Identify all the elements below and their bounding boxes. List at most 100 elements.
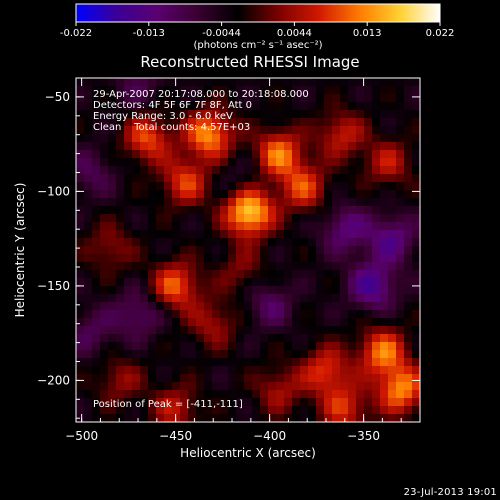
heatmap-cell (212, 294, 221, 303)
heatmap-cell (92, 374, 101, 383)
heatmap-cell (100, 94, 109, 103)
heatmap-cell (396, 190, 405, 199)
heatmap-cell (140, 158, 149, 167)
heatmap-cell (412, 174, 420, 183)
heatmap-cell (260, 126, 269, 135)
heatmap-cell (108, 286, 117, 295)
heatmap-cell (156, 374, 165, 383)
heatmap-cell (172, 326, 181, 335)
heatmap-cell (292, 350, 301, 359)
heatmap-cell (180, 126, 189, 135)
heatmap-cell (356, 246, 365, 255)
heatmap-cell (396, 238, 405, 247)
heatmap-cell (316, 222, 325, 231)
heatmap-cell (220, 374, 229, 383)
heatmap-cell (356, 374, 365, 383)
heatmap-cell (204, 158, 213, 167)
heatmap-cell (396, 390, 405, 399)
heatmap-cell (388, 278, 397, 287)
heatmap-cell (228, 302, 237, 311)
heatmap-cell (260, 86, 269, 95)
heatmap-cell (188, 318, 197, 327)
heatmap-cell (220, 406, 229, 415)
heatmap-cell (140, 414, 149, 422)
heatmap-cell (252, 414, 261, 422)
heatmap-cell (180, 262, 189, 271)
heatmap-cell (260, 166, 269, 175)
heatmap-cell (244, 366, 253, 375)
heatmap-cell (340, 326, 349, 335)
heatmap-cell (292, 126, 301, 135)
heatmap-cell (268, 118, 277, 127)
heatmap-cell (164, 254, 173, 263)
heatmap-cell (156, 366, 165, 375)
heatmap-cell (356, 310, 365, 319)
heatmap-cell (148, 326, 157, 335)
heatmap-cell (372, 278, 381, 287)
heatmap-cell (116, 102, 125, 111)
heatmap-cell (412, 382, 420, 391)
heatmap-cell (316, 166, 325, 175)
heatmap-cell (108, 206, 117, 215)
heatmap-cell (148, 198, 157, 207)
heatmap-cell (372, 158, 381, 167)
heatmap-cell (388, 390, 397, 399)
heatmap-cell (204, 254, 213, 263)
heatmap-cell (124, 86, 133, 95)
heatmap-cell (284, 182, 293, 191)
heatmap-cell (172, 262, 181, 271)
heatmap-cell (140, 206, 149, 215)
heatmap-cell (356, 110, 365, 119)
heatmap-cell (292, 262, 301, 271)
heatmap-cell (396, 166, 405, 175)
heatmap-cell (412, 390, 420, 399)
heatmap-cell (348, 86, 357, 95)
heatmap-cell (172, 158, 181, 167)
heatmap-cell (220, 398, 229, 407)
heatmap-cell (196, 262, 205, 271)
heatmap-cell (388, 262, 397, 271)
heatmap-cell (220, 142, 229, 151)
heatmap-cell (148, 182, 157, 191)
heatmap-cell (164, 190, 173, 199)
heatmap-cell (308, 302, 317, 311)
heatmap-cell (228, 342, 237, 351)
heatmap-cell (284, 190, 293, 199)
heatmap-cell (340, 110, 349, 119)
heatmap-cell (156, 254, 165, 263)
heatmap-cell (76, 286, 85, 295)
heatmap-cell (84, 158, 93, 167)
heatmap-cell (396, 102, 405, 111)
heatmap-cell (292, 302, 301, 311)
heatmap-cell (308, 350, 317, 359)
heatmap-cell (372, 270, 381, 279)
heatmap-cell (140, 406, 149, 415)
heatmap-cell (316, 118, 325, 127)
heatmap-cell (132, 102, 141, 111)
heatmap-cell (316, 190, 325, 199)
heatmap-cell (84, 126, 93, 135)
heatmap-cell (180, 398, 189, 407)
heatmap-cell (228, 366, 237, 375)
heatmap-cell (180, 382, 189, 391)
heatmap-cell (164, 326, 173, 335)
heatmap-cell (332, 334, 341, 343)
heatmap-cell (76, 222, 85, 231)
heatmap-cell (220, 126, 229, 135)
heatmap-cell (348, 302, 357, 311)
heatmap-cell (284, 390, 293, 399)
heatmap-cell (132, 334, 141, 343)
heatmap-cell (92, 350, 101, 359)
heatmap-cell (292, 366, 301, 375)
heatmap-cell (276, 390, 285, 399)
heatmap-cell (340, 254, 349, 263)
heatmap-cell (260, 374, 269, 383)
heatmap-cell (204, 310, 213, 319)
heatmap-cell (292, 158, 301, 167)
heatmap-cell (84, 174, 93, 183)
heatmap-cell (324, 158, 333, 167)
heatmap-cell (76, 102, 85, 111)
heatmap-cell (116, 262, 125, 271)
heatmap-cell (196, 86, 205, 95)
heatmap-cell (100, 382, 109, 391)
